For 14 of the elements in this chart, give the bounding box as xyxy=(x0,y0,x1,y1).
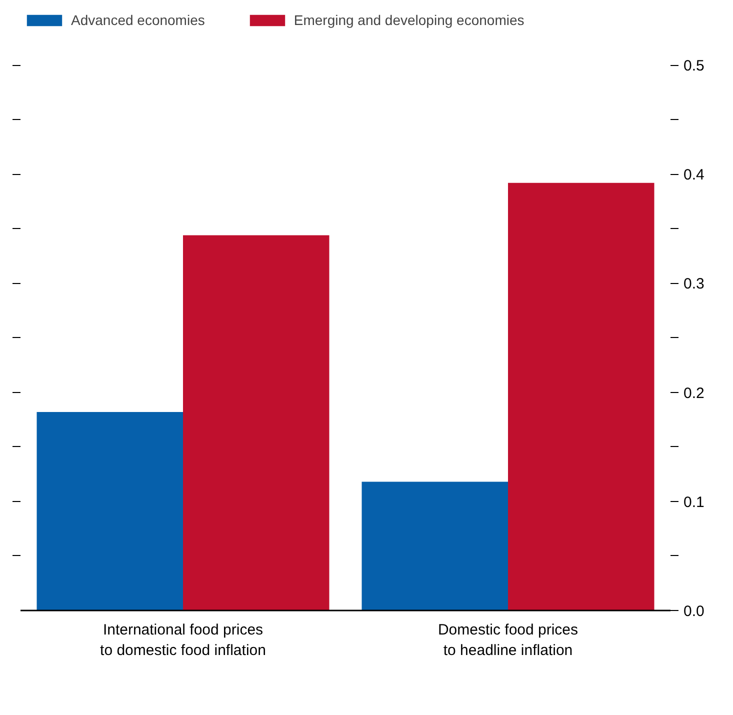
y2-tick-label: 0.4 xyxy=(684,166,704,184)
y2-tick-label: 0.2 xyxy=(684,384,704,402)
y2-tick-label: 0.1 xyxy=(684,494,704,511)
x-tick-label: International food prices to domestic food inflation xyxy=(100,622,266,659)
text: 0.0 xyxy=(684,603,704,620)
bar xyxy=(508,182,654,610)
legend-label: Advanced economies xyxy=(71,12,205,28)
y2-tick-label: 0.5 xyxy=(684,58,704,75)
legend-label: Emerging and developing economies xyxy=(294,12,524,28)
bar xyxy=(362,482,508,610)
x-tick-label: Domestic food prices to headline inflation xyxy=(438,622,578,659)
bar xyxy=(36,412,183,610)
bar xyxy=(183,235,330,610)
y2-tick-label: 0.3 xyxy=(684,276,704,293)
